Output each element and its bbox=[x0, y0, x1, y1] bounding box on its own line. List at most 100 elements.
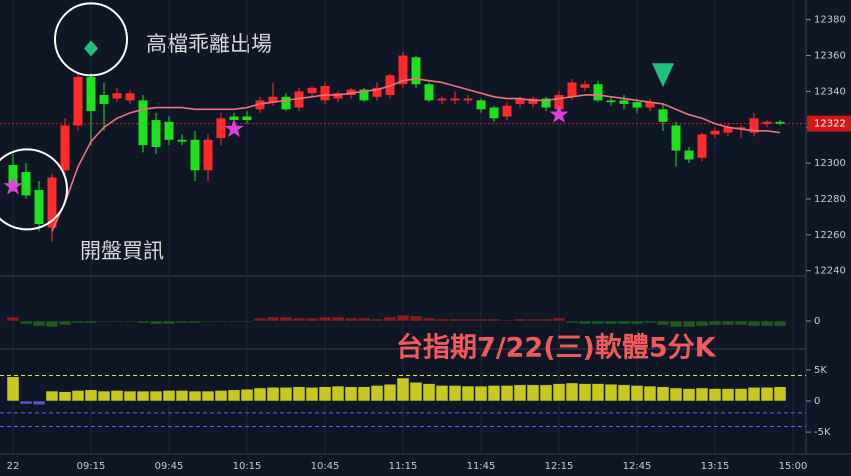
signal-star bbox=[224, 119, 244, 138]
bar bbox=[71, 390, 85, 402]
candle-body bbox=[723, 127, 733, 133]
bar bbox=[487, 385, 501, 402]
bar bbox=[240, 320, 254, 323]
bar bbox=[318, 316, 332, 322]
candle-body bbox=[580, 84, 590, 88]
bar bbox=[175, 320, 189, 324]
candle-body bbox=[684, 150, 694, 160]
y-tick-label: 12260 bbox=[814, 230, 846, 241]
candle-body bbox=[398, 55, 408, 85]
candle-body bbox=[21, 172, 31, 196]
bar bbox=[253, 317, 267, 322]
bar bbox=[591, 383, 605, 402]
candle-body bbox=[99, 94, 109, 104]
bar bbox=[552, 317, 566, 322]
bar bbox=[578, 383, 592, 402]
x-tick-label: 12:15 bbox=[545, 461, 574, 472]
y-tick-label: 12240 bbox=[814, 266, 846, 277]
bar bbox=[175, 390, 189, 402]
candle-body bbox=[515, 98, 525, 104]
bar bbox=[422, 383, 436, 402]
bar bbox=[760, 320, 774, 327]
bar bbox=[279, 316, 293, 322]
candle-body bbox=[216, 118, 226, 138]
x-tick-label: 11:15 bbox=[389, 461, 418, 472]
bar bbox=[565, 320, 579, 324]
candle-body bbox=[502, 105, 512, 117]
y-tick-label: 5K bbox=[814, 365, 827, 376]
candle-body bbox=[112, 93, 122, 99]
bar bbox=[149, 320, 163, 325]
candle-body bbox=[255, 100, 265, 110]
bar bbox=[656, 386, 670, 402]
bar bbox=[682, 388, 696, 402]
bar bbox=[227, 389, 241, 402]
bar bbox=[370, 385, 384, 402]
bar bbox=[344, 317, 358, 322]
bar bbox=[747, 387, 761, 402]
y-tick-label: 12340 bbox=[814, 86, 846, 97]
bar bbox=[318, 386, 332, 402]
bar bbox=[448, 318, 462, 322]
x-tick-label: 10:15 bbox=[233, 461, 262, 472]
y-tick-label: 0 bbox=[814, 316, 820, 327]
bar bbox=[84, 389, 98, 402]
bar bbox=[253, 387, 267, 402]
bar bbox=[760, 387, 774, 402]
x-tick-label: 11:45 bbox=[467, 461, 496, 472]
candle-body bbox=[541, 98, 551, 108]
bar bbox=[734, 320, 748, 326]
bar bbox=[370, 318, 384, 322]
signal-star bbox=[549, 104, 569, 123]
bar bbox=[357, 317, 371, 322]
bar bbox=[19, 320, 33, 325]
bar bbox=[669, 320, 683, 328]
candle-body bbox=[424, 84, 434, 101]
bar bbox=[500, 385, 514, 402]
y-tick-label: 0 bbox=[814, 396, 820, 407]
x-tick-label: 12:45 bbox=[623, 461, 652, 472]
bar bbox=[123, 320, 137, 323]
bar bbox=[526, 318, 540, 322]
candle-body bbox=[567, 82, 577, 97]
candle-body bbox=[307, 87, 317, 94]
candle-body bbox=[86, 77, 96, 112]
bar bbox=[682, 320, 696, 328]
bar bbox=[279, 387, 293, 402]
candle-body bbox=[632, 102, 642, 108]
candle-body bbox=[749, 118, 759, 133]
candle-body bbox=[736, 127, 746, 130]
bar bbox=[344, 386, 358, 402]
bar bbox=[591, 320, 605, 325]
candle-body bbox=[242, 116, 252, 121]
bar bbox=[708, 320, 722, 326]
bar bbox=[292, 317, 306, 322]
bar bbox=[617, 320, 631, 325]
candle-body bbox=[476, 100, 486, 110]
bar bbox=[617, 384, 631, 402]
bar bbox=[565, 382, 579, 402]
bar bbox=[162, 390, 176, 402]
candle-body bbox=[177, 139, 187, 142]
bar bbox=[292, 386, 306, 402]
bar bbox=[201, 320, 215, 323]
bar bbox=[162, 320, 176, 325]
bar bbox=[604, 320, 618, 325]
bar bbox=[435, 318, 449, 322]
bar bbox=[305, 387, 319, 402]
bar bbox=[383, 383, 397, 402]
bar bbox=[331, 385, 345, 402]
bar bbox=[448, 385, 462, 402]
candle-body bbox=[34, 189, 44, 225]
candle-body bbox=[710, 130, 720, 135]
bar bbox=[500, 319, 514, 322]
bar bbox=[474, 385, 488, 402]
bar bbox=[773, 386, 787, 402]
x-tick-label: 13:15 bbox=[701, 461, 730, 472]
candle-body bbox=[8, 164, 18, 185]
candle-body bbox=[762, 121, 772, 124]
candle-body bbox=[151, 120, 161, 147]
bar bbox=[734, 388, 748, 402]
